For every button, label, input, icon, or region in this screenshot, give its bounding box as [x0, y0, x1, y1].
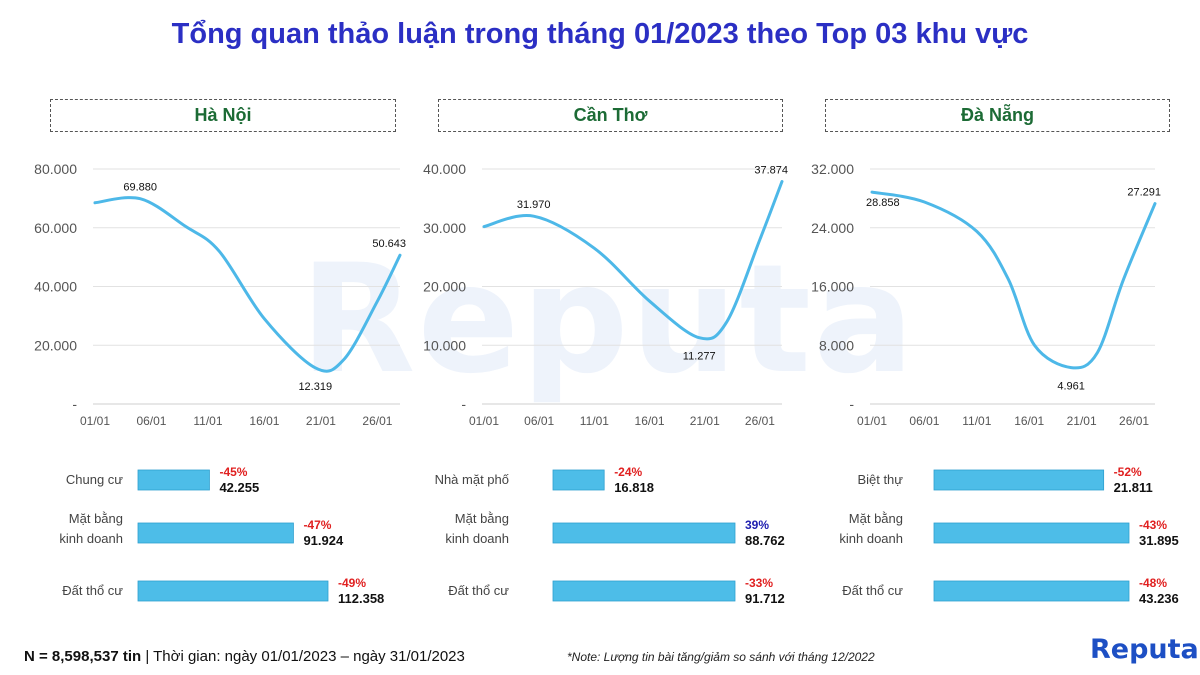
- region-title-can-tho: Cần Thơ: [438, 99, 783, 132]
- bar-change-label: -52%: [1114, 465, 1142, 479]
- footer-n-count: N = 8,598,537 tin: [24, 648, 142, 665]
- x-tick-label: 06/01: [136, 414, 166, 428]
- x-tick-label: 21/01: [1067, 414, 1097, 428]
- series-line: [482, 180, 784, 341]
- bar-category-label: kinh doanh: [839, 531, 903, 546]
- y-tick-label: 40.000: [423, 161, 466, 177]
- bar: [933, 580, 1130, 602]
- bar-value-label: 43.236: [1139, 591, 1179, 606]
- y-tick-label: 30.000: [423, 220, 466, 236]
- point-label: 12.319: [298, 381, 332, 393]
- bar: [552, 522, 736, 544]
- bar-category-label: Chung cư: [66, 472, 123, 487]
- bar-category-label: Mặt bằng: [69, 511, 123, 526]
- bar-category-label: Nhà mặt phố: [435, 472, 509, 487]
- bar-value-label: 42.255: [219, 480, 259, 495]
- bar-value-label: 91.924: [303, 533, 344, 548]
- x-tick-label: 16/01: [249, 414, 279, 428]
- y-tick-label: -: [849, 396, 854, 412]
- x-tick-label: 06/01: [524, 414, 554, 428]
- y-tick-label: -: [72, 396, 77, 412]
- bar-category-label: Đất thổ cư: [448, 583, 509, 598]
- bar: [552, 580, 736, 602]
- bar-value-label: 112.358: [338, 591, 384, 606]
- bar-category-label: kinh doanh: [445, 531, 509, 546]
- bar: [137, 469, 210, 491]
- region-title-ha-noi: Hà Nội: [50, 99, 396, 132]
- bar-category-label: Biệt thự: [857, 472, 903, 487]
- y-tick-label: 40.000: [34, 279, 77, 295]
- series-line: [870, 190, 1157, 370]
- x-tick-label: 26/01: [745, 414, 775, 428]
- footer-period: | Thời gian: ngày 01/01/2023 – ngày 31/0…: [141, 648, 465, 665]
- bar-value-label: 21.811: [1114, 480, 1153, 495]
- bar-value-label: 91.712: [745, 591, 785, 606]
- x-tick-label: 01/01: [857, 414, 887, 428]
- footer-summary: N = 8,598,537 tin | Thời gian: ngày 01/0…: [24, 648, 465, 665]
- x-tick-label: 01/01: [80, 414, 110, 428]
- x-tick-label: 21/01: [306, 414, 336, 428]
- bar-category-label: Đất thổ cư: [62, 583, 123, 598]
- bar-change-label: -49%: [338, 576, 366, 590]
- y-tick-label: 60.000: [34, 220, 77, 236]
- bar-category-label: Đất thổ cư: [842, 583, 903, 598]
- y-tick-label: 80.000: [34, 161, 77, 177]
- x-tick-label: 11/01: [193, 414, 222, 428]
- point-label: 50.643: [372, 238, 406, 250]
- bar: [933, 469, 1105, 491]
- x-tick-label: 26/01: [1119, 414, 1149, 428]
- bar-change-label: -47%: [303, 518, 331, 532]
- x-tick-label: 16/01: [1014, 414, 1044, 428]
- y-tick-label: 24.000: [811, 220, 854, 236]
- bar-change-label: -33%: [745, 576, 773, 590]
- bar-category-label: kinh doanh: [59, 531, 123, 546]
- point-label: 27.291: [1127, 187, 1161, 199]
- bar-change-label: -43%: [1139, 518, 1167, 532]
- y-tick-label: 8.000: [819, 337, 854, 353]
- bar: [137, 522, 294, 544]
- series-line: [93, 196, 402, 373]
- reputa-logo: Reputa: [1090, 634, 1199, 665]
- y-tick-label: 10.000: [423, 337, 466, 353]
- page-title: Tổng quan thảo luận trong tháng 01/2023 …: [171, 18, 1029, 50]
- bar-change-label: -45%: [219, 465, 247, 479]
- bar-category-label: Mặt bằng: [455, 511, 509, 526]
- point-label: 28.858: [866, 197, 900, 209]
- bar-value-label: 16.818: [614, 480, 654, 495]
- bar: [137, 580, 329, 602]
- bar-value-label: 31.895: [1139, 533, 1179, 548]
- y-tick-label: 20.000: [423, 279, 466, 295]
- x-tick-label: 21/01: [690, 414, 720, 428]
- point-label: 4.961: [1057, 381, 1085, 393]
- bar-change-label: -48%: [1139, 576, 1167, 590]
- x-tick-label: 26/01: [362, 414, 392, 428]
- point-label: 37.874: [754, 164, 788, 176]
- bar-change-label: 39%: [745, 518, 769, 532]
- y-tick-label: 32.000: [811, 161, 854, 177]
- bar-category-label: Mặt bằng: [849, 511, 903, 526]
- x-tick-label: 11/01: [580, 414, 609, 428]
- x-tick-label: 06/01: [909, 414, 939, 428]
- y-tick-label: -: [461, 396, 466, 412]
- y-tick-label: 20.000: [34, 337, 77, 353]
- x-tick-label: 01/01: [469, 414, 499, 428]
- bar: [552, 469, 605, 491]
- x-tick-label: 11/01: [962, 414, 991, 428]
- region-title-da-nang: Đà Nẵng: [825, 99, 1170, 132]
- point-label: 11.277: [683, 351, 716, 363]
- point-label: 31.970: [517, 199, 551, 211]
- logo-text: Reputa: [1090, 634, 1199, 665]
- point-label: 69.880: [123, 182, 157, 194]
- reputa-watermark: Reputa: [300, 233, 917, 407]
- bar-change-label: -24%: [614, 465, 642, 479]
- bar-value-label: 88.762: [745, 533, 785, 548]
- y-tick-label: 16.000: [811, 279, 854, 295]
- footer-note: *Note: Lượng tin bài tăng/giảm so sánh v…: [567, 650, 875, 664]
- x-tick-label: 16/01: [635, 414, 665, 428]
- bar: [933, 522, 1130, 544]
